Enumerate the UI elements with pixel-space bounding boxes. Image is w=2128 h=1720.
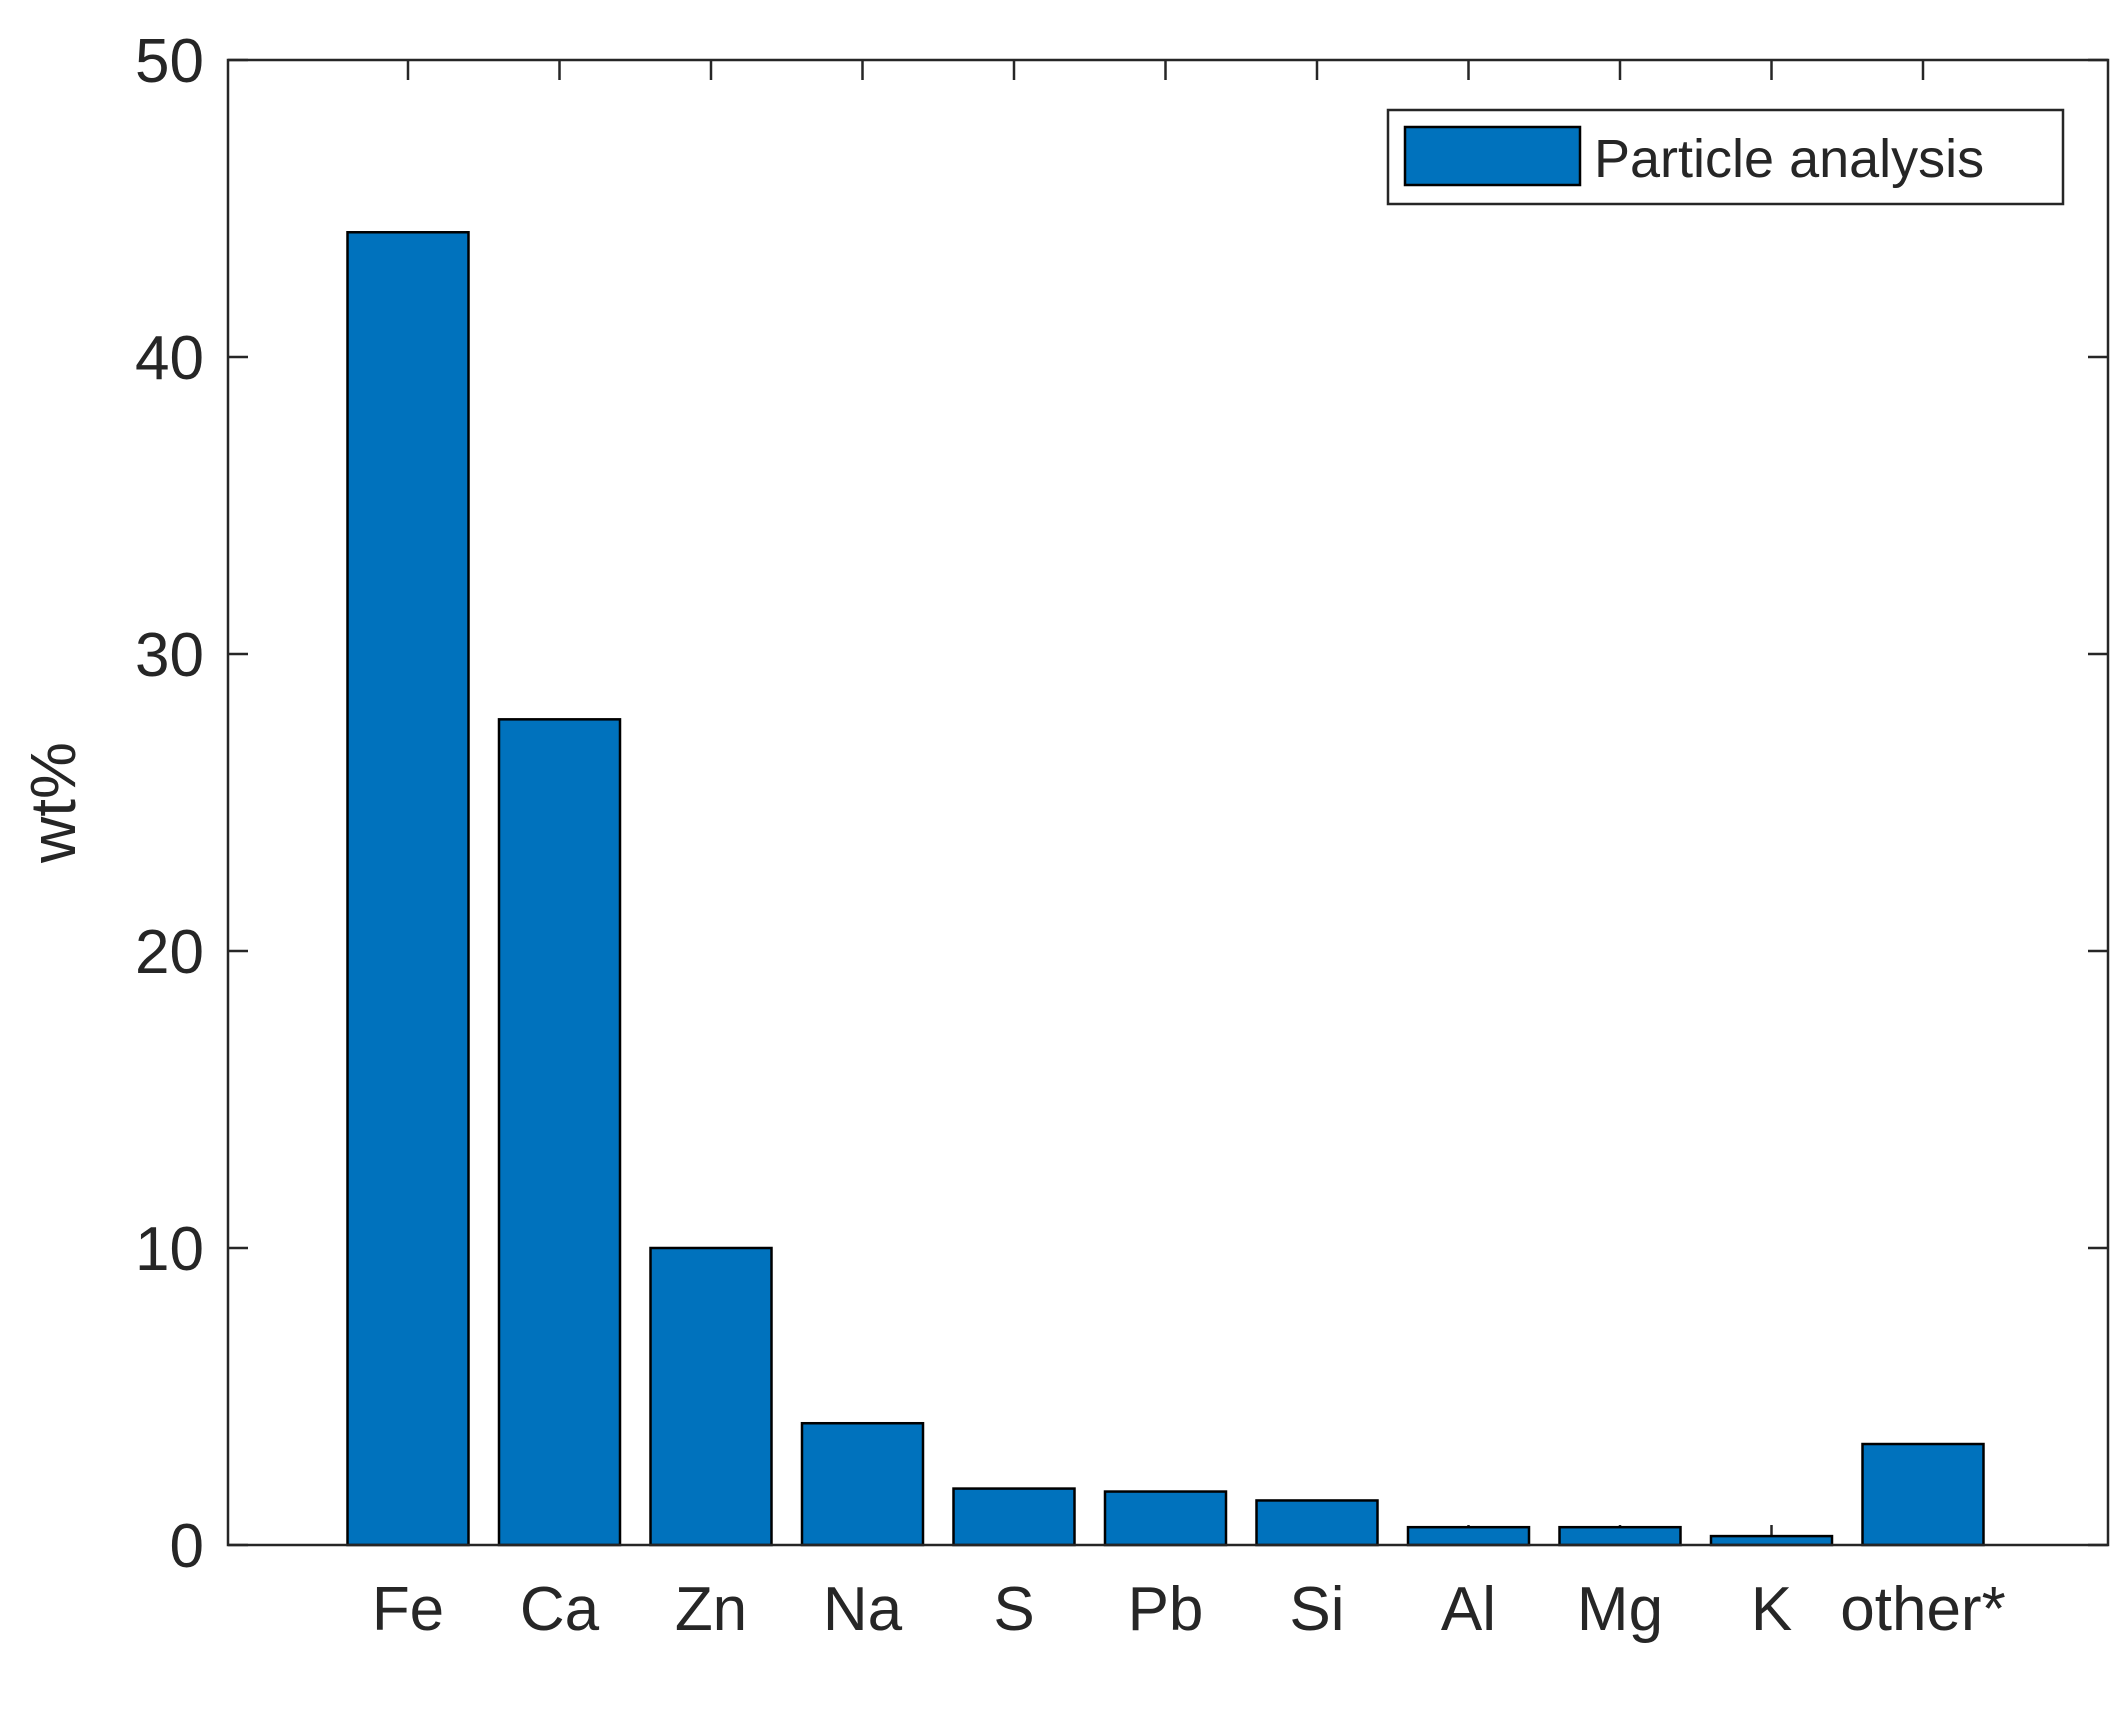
bar-mg (1558, 1525, 1682, 1547)
bar-fe (346, 231, 470, 1547)
x-tick-label: K (1751, 1575, 1792, 1644)
y-tick-label: 30 (135, 621, 204, 690)
y-tick-label: 10 (135, 1215, 204, 1284)
x-tick-label: Si (1289, 1575, 1344, 1644)
bar-na (800, 1421, 925, 1547)
plot-area-frame (226, 58, 2110, 1547)
bar-ca (497, 718, 622, 1547)
y-axis-label: wt% (17, 742, 89, 864)
legend-label: Particle analysis (1594, 129, 1984, 189)
y-tick-label: 0 (170, 1512, 204, 1581)
y-tick-label: 40 (135, 324, 204, 393)
x-tick-label: Fe (372, 1575, 444, 1644)
x-tick-label: Pb (1128, 1575, 1204, 1644)
bar-pb (1103, 1490, 1228, 1547)
bar-zn (649, 1246, 773, 1547)
x-tick-label: S (993, 1575, 1034, 1644)
y-tick-labels: 0 10 20 30 40 50 (135, 27, 204, 1581)
legend-swatch (1403, 125, 1582, 187)
legend: Particle analysis (1386, 108, 2065, 206)
bar-k (1709, 1534, 1834, 1547)
bar-al (1406, 1525, 1531, 1547)
bars (346, 231, 1985, 1547)
y-tick-label: 20 (135, 918, 204, 987)
x-tick-label: other* (1840, 1575, 2005, 1644)
y-tick-label: 50 (135, 27, 204, 96)
x-tick-label: Mg (1577, 1575, 1663, 1644)
x-tick-label: Na (823, 1575, 903, 1644)
x-tick-label: Ca (520, 1575, 600, 1644)
bar-s (952, 1487, 1076, 1547)
bar-other (1861, 1442, 1985, 1547)
x-tick-label: Zn (675, 1575, 747, 1644)
x-tick-label: Al (1441, 1575, 1496, 1644)
bar-si (1255, 1499, 1379, 1547)
